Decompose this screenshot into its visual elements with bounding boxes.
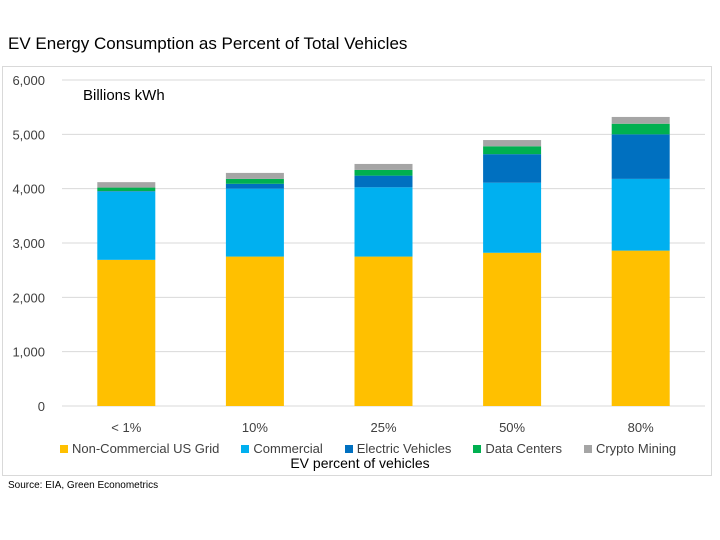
bar-segment [354,187,413,257]
y-tick-label: 4,000 [12,182,45,197]
legend-label: Crypto Mining [595,441,677,456]
y-tick-label: 6,000 [12,73,45,88]
bar-segment [611,178,670,251]
x-tick-label: 25% [370,420,396,435]
source-note: Source: EIA, Green Econometrics [8,480,159,491]
legend-item: Electric Vehicles [344,441,452,456]
bar-segment [483,182,542,253]
legend-swatch [241,444,250,453]
bar-segment [483,146,542,155]
legend-swatch [60,444,68,453]
legend-item: Commercial [241,441,323,456]
bar-segment [225,188,284,257]
chart-title: EV Energy Consumption as Percent of Tota… [8,34,408,53]
legend-label: Electric Vehicles [356,441,452,456]
x-axis-title: EV percent of vehicles [290,455,430,471]
bar-segment [611,116,670,124]
legend-label: Commercial [253,441,323,456]
bar-segment [225,183,284,189]
bar-segment [225,256,284,406]
unit-label: Billions kWh [83,87,165,104]
bar-segment [483,140,542,147]
legend-swatch [583,444,592,453]
bar-segment [225,178,284,184]
bar-segment [611,250,670,406]
bar-segment [97,182,156,188]
x-tick-label: 80% [628,420,654,435]
y-tick-label: 5,000 [12,127,45,142]
y-tick-label: 0 [38,399,45,414]
bar-segment [483,154,542,183]
bar-segment [483,252,542,406]
bar-segment [611,123,670,135]
legend-item: Data Centers [473,441,562,456]
bar-segment [97,187,156,192]
legend-label: Data Centers [485,441,562,456]
x-tick-label: < 1% [111,420,141,435]
legend-label: Non-Commercial US Grid [72,441,220,456]
y-tick-label: 2,000 [12,290,45,305]
bar-segment [97,259,156,406]
y-tick-label: 1,000 [12,345,45,360]
y-tick-label: 3,000 [12,236,45,251]
legend-item: Crypto Mining [583,441,677,456]
legend-swatch [344,444,353,453]
x-tick-label: 50% [499,420,525,435]
legend-item: Non-Commercial US Grid [60,441,219,456]
bar-segment [97,191,156,260]
bar-segment [354,163,413,170]
bar-segment [354,256,413,406]
bar-segment [354,169,413,176]
x-tick-label: 10% [242,420,268,435]
legend: Non-Commercial US Grid Commercial Electric… [60,441,676,456]
bar-segment [225,172,284,179]
legend-swatch [473,444,482,453]
bar-segment [97,191,156,192]
chart-frame [2,66,712,476]
bar-segment [611,134,670,179]
bar-segment [354,175,413,188]
